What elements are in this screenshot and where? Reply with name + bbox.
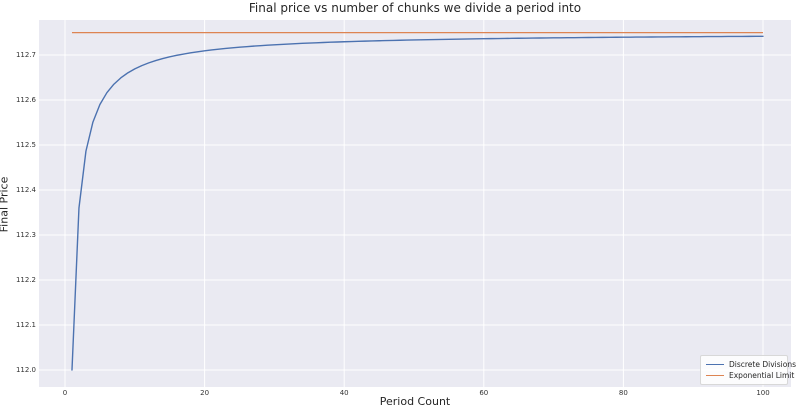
legend-label: Discrete Divisions bbox=[729, 360, 796, 369]
x-axis-label: Period Count bbox=[379, 395, 451, 408]
legend-line-swatch-orange bbox=[706, 374, 724, 377]
legend: Discrete Divisions Exponential Limit bbox=[700, 355, 796, 385]
y-tick-label: 112.0 bbox=[15, 366, 36, 374]
plot-area bbox=[39, 20, 791, 387]
y-tick-label: 112.3 bbox=[15, 231, 36, 239]
y-tick-label: 112.2 bbox=[15, 276, 36, 284]
x-tick-label: 20 bbox=[200, 389, 210, 397]
legend-line-swatch-blue bbox=[706, 363, 724, 366]
chart-title: Final price vs number of chunks we divid… bbox=[248, 1, 582, 15]
x-tick-label: 40 bbox=[339, 389, 349, 397]
x-tick-label: 80 bbox=[618, 389, 628, 397]
plot-canvas bbox=[39, 20, 791, 387]
x-tick-label: 60 bbox=[479, 389, 489, 397]
y-tick-label: 112.6 bbox=[15, 96, 36, 104]
y-tick-label: 112.7 bbox=[15, 51, 36, 59]
x-tick-label: 0 bbox=[62, 389, 68, 397]
legend-item-discrete-divisions: Discrete Divisions bbox=[706, 359, 796, 370]
y-tick-label: 112.5 bbox=[15, 141, 36, 149]
y-tick-label: 112.1 bbox=[15, 321, 36, 329]
x-tick-label: 100 bbox=[756, 389, 770, 397]
y-tick-label: 112.4 bbox=[15, 186, 36, 194]
legend-item-exponential-limit: Exponential Limit bbox=[706, 370, 794, 381]
series-line-discrete-divisions bbox=[71, 35, 764, 371]
legend-label: Exponential Limit bbox=[729, 371, 795, 380]
